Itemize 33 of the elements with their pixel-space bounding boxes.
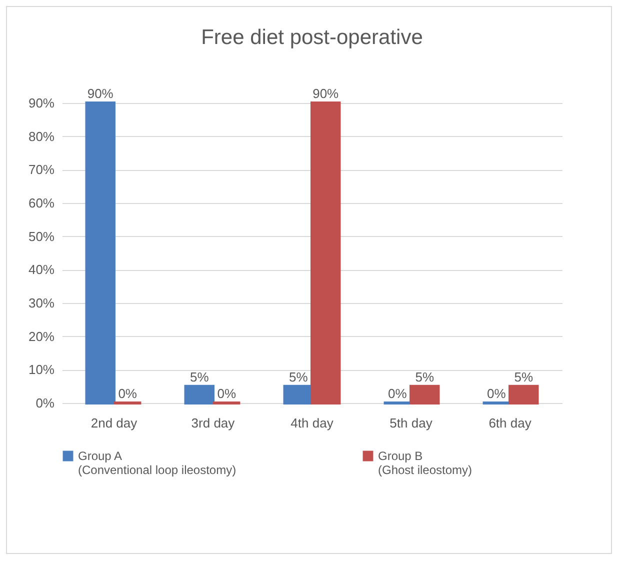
x-tick-label: 5th day bbox=[390, 416, 433, 430]
y-tick-label: 60% bbox=[28, 196, 55, 210]
y-tick-label: 50% bbox=[28, 228, 55, 244]
x-tick-label: 3rd day bbox=[191, 416, 236, 430]
x-tick-label: 2nd day bbox=[90, 416, 138, 430]
y-tick-label: 80% bbox=[28, 128, 55, 144]
data-label: 90% bbox=[312, 86, 340, 101]
y-tick-label: 70% bbox=[28, 162, 55, 178]
data-label: 0% bbox=[388, 386, 408, 401]
legend-label: Group A (Conventional loop ileostomy) bbox=[78, 449, 236, 477]
data-label: 5% bbox=[190, 369, 210, 384]
data-label: 5% bbox=[514, 369, 534, 384]
x-tick-label: 4th day bbox=[290, 416, 334, 430]
data-label: 0% bbox=[487, 386, 506, 401]
data-label: 5% bbox=[288, 369, 308, 384]
bar bbox=[184, 384, 214, 404]
bar bbox=[410, 384, 440, 404]
bar bbox=[310, 102, 341, 404]
data-label: 5% bbox=[415, 369, 434, 384]
y-tick-label: 90% bbox=[28, 96, 55, 110]
data-label: 0% bbox=[217, 386, 236, 401]
chart-title: Free diet post-operative bbox=[201, 26, 423, 49]
bar bbox=[508, 384, 539, 404]
y-tick-label: 30% bbox=[28, 296, 55, 310]
bar bbox=[85, 102, 116, 404]
legend-label: Group B (Ghost ileostomy) bbox=[378, 449, 472, 477]
y-tick-label: 10% bbox=[28, 362, 55, 378]
x-tick-label: 6th day bbox=[488, 416, 532, 430]
y-tick-label: 0% bbox=[36, 396, 55, 410]
y-tick-label: 40% bbox=[28, 262, 55, 278]
y-tick-label: 20% bbox=[28, 328, 55, 344]
data-label: 90% bbox=[87, 86, 114, 101]
data-label: 0% bbox=[118, 386, 138, 401]
